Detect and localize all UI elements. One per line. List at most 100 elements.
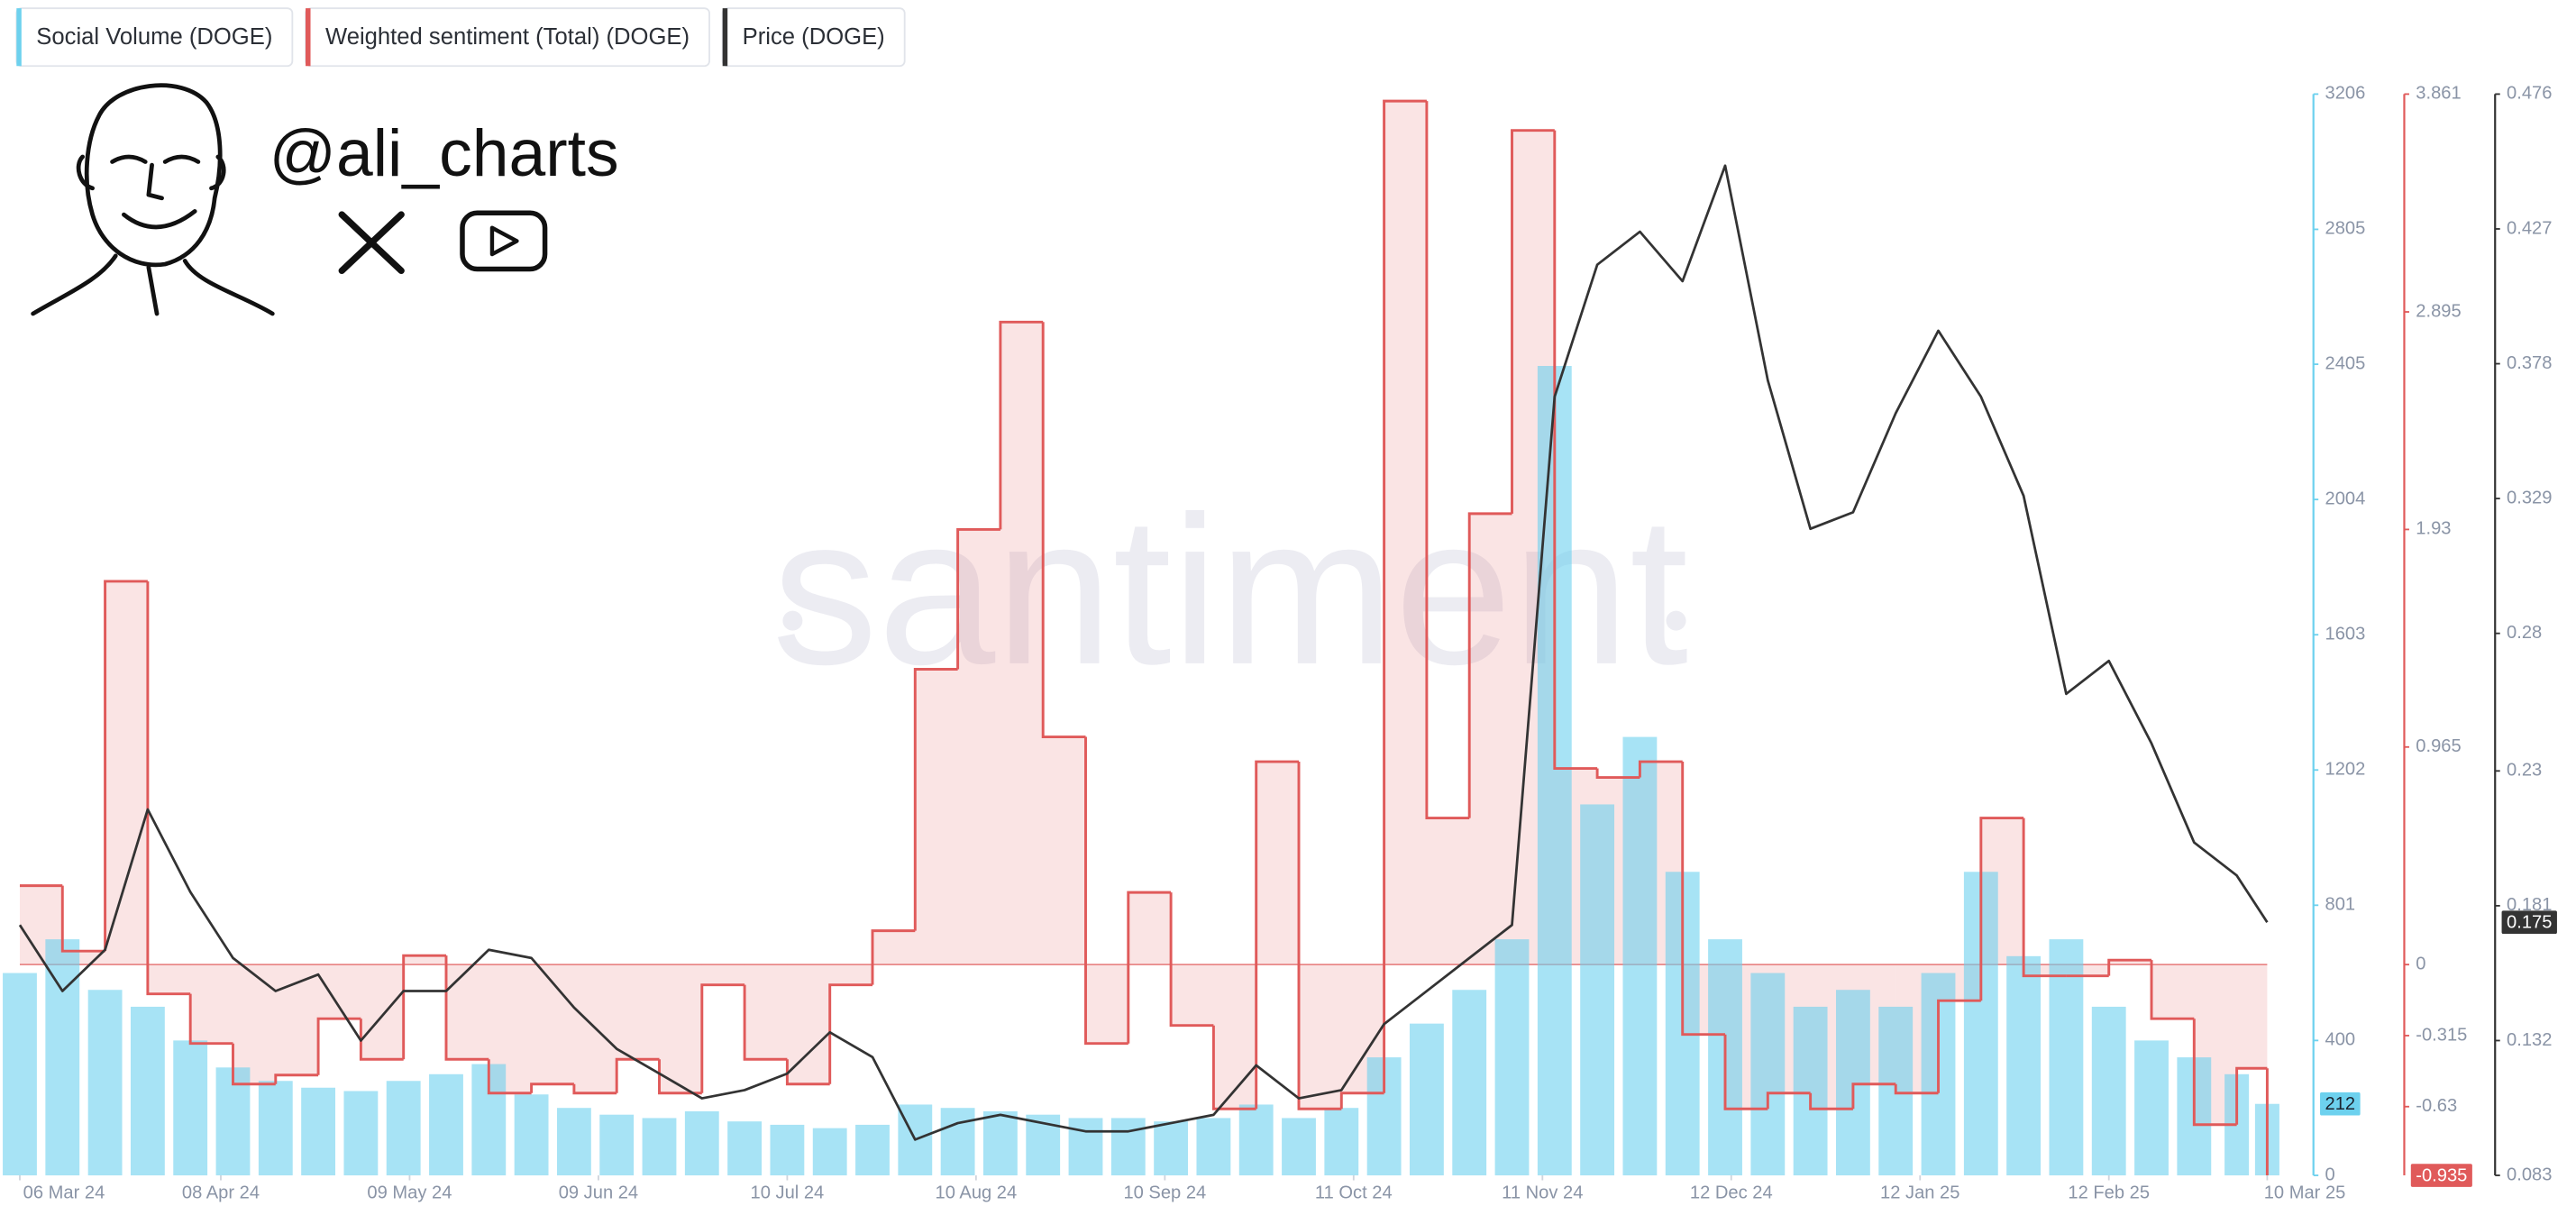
sentiment-step bbox=[1383, 99, 1427, 1093]
sentiment-step bbox=[1638, 760, 1683, 778]
branding: @ali_charts bbox=[31, 83, 619, 316]
x-tick-label: 10 Mar 25 bbox=[2264, 1183, 2346, 1203]
sentiment-area bbox=[957, 529, 1000, 965]
bar bbox=[87, 990, 123, 1176]
y-tick-label: 1.93 bbox=[2416, 519, 2451, 539]
legend-label: Price (DOGE) bbox=[743, 24, 885, 50]
handle: @ali_charts bbox=[269, 116, 619, 190]
x-tick-label: 12 Jan 25 bbox=[1880, 1183, 1959, 1203]
sentiment-area bbox=[2151, 964, 2195, 1019]
sentiment-area bbox=[275, 964, 319, 1075]
sentiment-area bbox=[872, 930, 916, 965]
sentiment-area bbox=[701, 964, 745, 985]
bar bbox=[1793, 1006, 1828, 1176]
x-tick-label: 09 Jun 24 bbox=[559, 1183, 638, 1203]
bar bbox=[1835, 990, 1870, 1176]
legend-swatch bbox=[16, 8, 22, 67]
sentiment-area bbox=[617, 964, 660, 1060]
bar bbox=[1068, 1118, 1103, 1176]
lines bbox=[18, 99, 2269, 1176]
legend-item[interactable]: Weighted sentiment (Total) (DOGE) bbox=[305, 7, 710, 68]
last-value-badge: 0.175 bbox=[2501, 910, 2557, 935]
bar bbox=[1110, 1118, 1146, 1176]
badge-box bbox=[2320, 1092, 2361, 1116]
watermark-dot bbox=[1666, 610, 1686, 631]
bar bbox=[2091, 1006, 2126, 1176]
legend-swatch bbox=[306, 8, 311, 67]
bar bbox=[258, 1081, 293, 1176]
bar bbox=[386, 1081, 421, 1176]
y-tick-label: 0.28 bbox=[2507, 623, 2542, 643]
y-tick-label: 0 bbox=[2416, 954, 2425, 973]
bar bbox=[2134, 1040, 2169, 1176]
sentiment-area bbox=[190, 964, 233, 1044]
sentiment-area bbox=[105, 580, 148, 965]
sentiment-area bbox=[361, 964, 404, 1060]
sentiment-area bbox=[233, 964, 276, 1084]
sentiment-step bbox=[2192, 1019, 2237, 1127]
x-tick-label: 08 Apr 24 bbox=[182, 1183, 260, 1203]
sentiment-step bbox=[2022, 818, 2067, 978]
bar bbox=[173, 1040, 208, 1176]
sentiment-area bbox=[318, 964, 361, 1019]
bar bbox=[642, 1118, 677, 1176]
sentiment-step bbox=[188, 993, 233, 1046]
bar bbox=[215, 1067, 251, 1176]
sentiment-step bbox=[402, 954, 446, 1060]
badge-label: 0.175 bbox=[2507, 912, 2552, 932]
sentiment-step bbox=[1553, 130, 1598, 771]
bar bbox=[1580, 804, 1615, 1176]
bar bbox=[429, 1073, 463, 1176]
sentiment-step bbox=[104, 580, 148, 952]
sentiment-step bbox=[1297, 762, 1342, 1110]
watermark-dot bbox=[782, 610, 803, 631]
bar bbox=[855, 1124, 890, 1176]
sentiment-area bbox=[403, 955, 446, 965]
sentiment-step bbox=[1723, 1034, 1768, 1110]
avatar-head bbox=[84, 83, 223, 268]
sentiment-step bbox=[572, 1083, 617, 1095]
sentiment-step bbox=[1041, 322, 1086, 738]
sentiment-step bbox=[60, 885, 105, 953]
sentiment-step bbox=[146, 580, 191, 996]
sentiment-area bbox=[1043, 736, 1086, 965]
sentiment-area bbox=[147, 964, 191, 994]
sentiment-step bbox=[2235, 1066, 2268, 1125]
y-tick-label: 0.181 bbox=[2507, 895, 2552, 915]
sentiment-step bbox=[1467, 512, 1512, 818]
sentiment-step bbox=[700, 983, 745, 1093]
sentiment-step bbox=[316, 1017, 361, 1075]
legend-item[interactable]: Price (DOGE) bbox=[721, 7, 906, 68]
y-tick-label: 0.427 bbox=[2507, 218, 2552, 238]
y-tick-label: 0.132 bbox=[2507, 1030, 2552, 1050]
bar bbox=[1324, 1108, 1359, 1176]
x-icon bbox=[338, 211, 405, 275]
sentiment-step bbox=[1339, 1092, 1384, 1110]
sentiment-step bbox=[999, 320, 1044, 530]
sentiment-step bbox=[2107, 958, 2152, 976]
sentiment-area bbox=[1128, 892, 1172, 965]
y-tick-label: 3.861 bbox=[2416, 84, 2461, 104]
legend-item[interactable]: Social Volume (DOGE) bbox=[15, 7, 294, 68]
sentiment-step bbox=[1894, 1083, 1939, 1095]
bar bbox=[1409, 1023, 1444, 1176]
x-tick-label: 11 Oct 24 bbox=[1315, 1183, 1393, 1203]
badge-label: -0.935 bbox=[2416, 1165, 2467, 1185]
sentiment-step bbox=[359, 1019, 404, 1061]
y-tick-label: 0.965 bbox=[2416, 736, 2461, 756]
x-tick-label: 11 Nov 24 bbox=[1502, 1183, 1583, 1203]
y-tick-label: 400 bbox=[2325, 1030, 2356, 1050]
last-value-badge: -0.935 bbox=[2410, 1164, 2472, 1187]
badge-box bbox=[2501, 910, 2557, 935]
y-tick-label: 0.23 bbox=[2507, 761, 2542, 781]
sentiment-step bbox=[1425, 101, 1470, 820]
bar bbox=[1282, 1118, 1316, 1176]
sentiment-area bbox=[2236, 964, 2268, 1069]
avatar-face bbox=[110, 154, 201, 230]
bar bbox=[1750, 973, 1786, 1176]
bar bbox=[2049, 939, 2084, 1176]
sentiment-area bbox=[829, 964, 872, 985]
last-value-badge: 212 bbox=[2320, 1092, 2361, 1116]
